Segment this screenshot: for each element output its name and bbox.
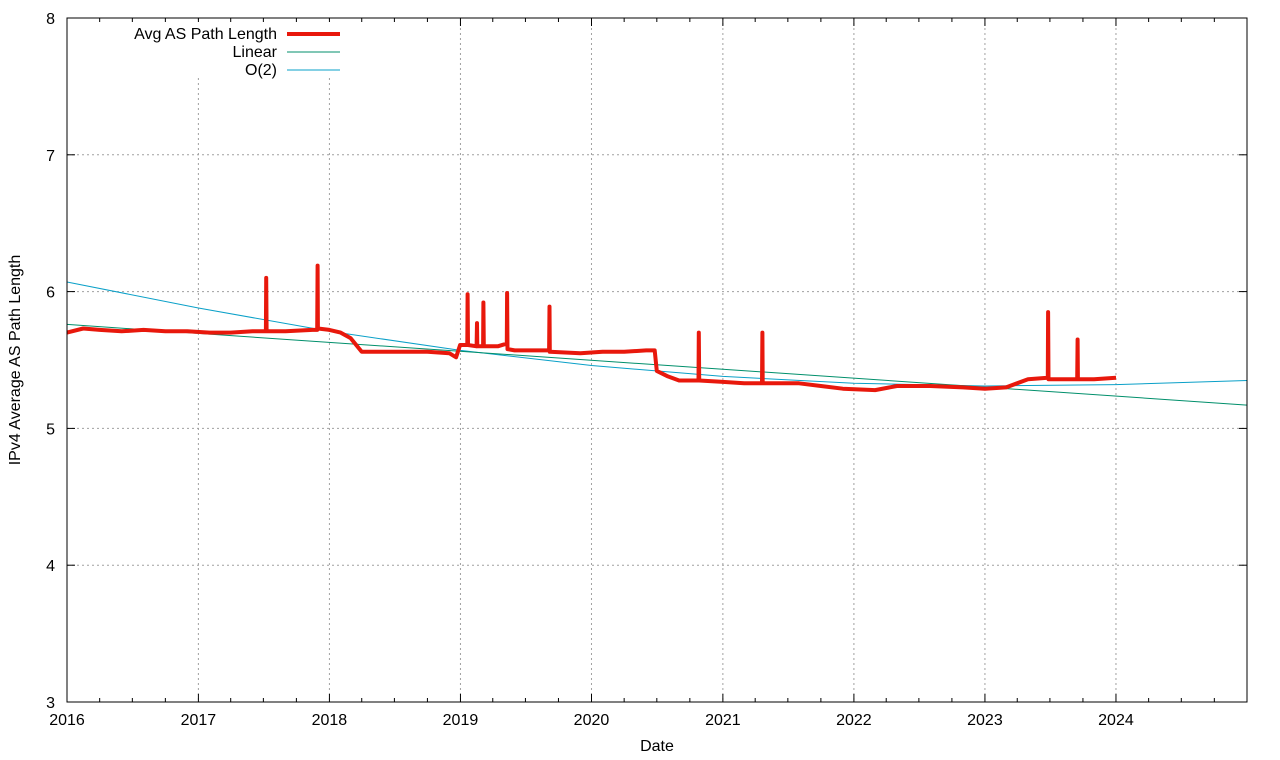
y-tick-label: 7 — [46, 148, 55, 165]
x-tick-label: 2019 — [443, 712, 479, 729]
legend-label: Linear — [233, 44, 278, 61]
legend-label: O(2) — [245, 62, 277, 79]
x-tick-label: 2024 — [1098, 712, 1134, 729]
legend-background — [100, 22, 350, 78]
y-axis-title: IPv4 Average AS Path Length — [7, 255, 24, 466]
x-tick-label: 2017 — [181, 712, 217, 729]
y-tick-label: 5 — [46, 421, 55, 438]
y-tick-label: 4 — [46, 558, 55, 575]
x-tick-label: 2018 — [312, 712, 348, 729]
y-tick-label: 8 — [46, 11, 55, 28]
y-tick-label: 3 — [46, 695, 55, 712]
plot-series — [66, 263, 1248, 406]
axis-ticks: 3 4 5 6 7 8 2016 2017 2018 2019 2020 2021 2022 2023 20… — [46, 11, 1247, 729]
grid — [67, 18, 1247, 702]
x-tick-label: 2023 — [967, 712, 1003, 729]
avg-as-path-line — [66, 263, 1117, 393]
x-axis-title: Date — [640, 738, 674, 755]
legend-label: Avg AS Path Length — [134, 26, 277, 43]
x-tick-label: 2016 — [49, 712, 85, 729]
x-tick-label: 2020 — [574, 712, 610, 729]
y-tick-label: 6 — [46, 285, 55, 302]
x-tick-label: 2022 — [836, 712, 872, 729]
x-tick-label: 2021 — [705, 712, 741, 729]
